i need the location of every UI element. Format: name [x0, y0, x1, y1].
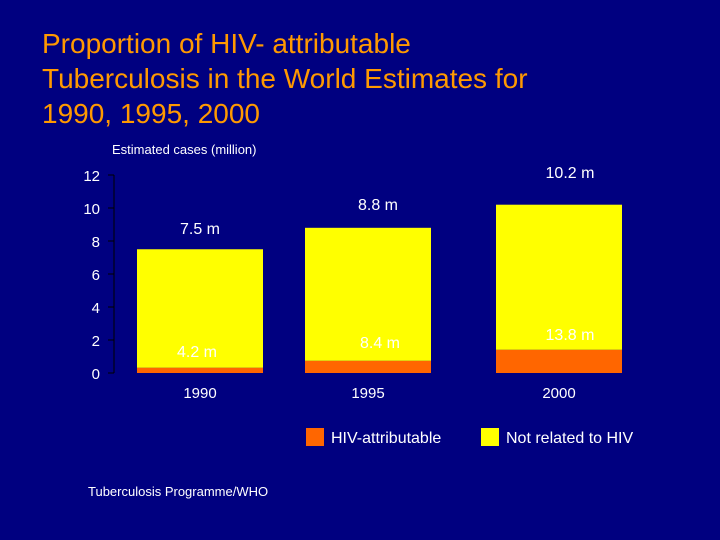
- total-cases-label: 10.2 m: [546, 165, 595, 182]
- legend-swatch-hiv: [306, 428, 324, 446]
- slide-title-line-3: 1990, 1995, 2000: [42, 98, 260, 129]
- bar-hiv-segment: [137, 367, 263, 373]
- y-tick-label: 12: [83, 168, 100, 185]
- x-tick-label: 2000: [542, 385, 575, 402]
- legend-swatch-not-hiv: [481, 428, 499, 446]
- y-tick-label: 10: [83, 201, 100, 218]
- y-tick-label: 4: [92, 300, 100, 317]
- y-tick-label: 8: [92, 234, 100, 251]
- legend-label-hiv: HIV-attributable: [331, 430, 441, 447]
- total-cases-label: 7.5 m: [180, 221, 220, 238]
- hiv-share-label: 8.4 m: [360, 335, 400, 352]
- y-axis-label: Estimated cases (million): [112, 142, 257, 157]
- hiv-share-label: 13.8 m: [546, 327, 595, 344]
- bar-not-hiv-segment: [496, 204, 622, 350]
- y-tick-label: 0: [92, 366, 100, 383]
- x-tick-label: 1990: [183, 385, 216, 402]
- hiv-share-label: 4.2 m: [177, 344, 217, 361]
- total-cases-label: 8.8 m: [358, 197, 398, 214]
- y-tick-label: 2: [92, 333, 100, 350]
- bar-hiv-segment: [496, 349, 622, 373]
- legend-label-not-hiv: Not related to HIV: [506, 430, 634, 447]
- bar-not-hiv-segment: [305, 227, 431, 361]
- source-credit: Tuberculosis Programme/WHO: [88, 484, 269, 499]
- bar-hiv-segment: [305, 360, 431, 373]
- x-tick-label: 1995: [351, 385, 384, 402]
- bar-not-hiv-segment: [137, 249, 263, 368]
- y-tick-label: 6: [92, 267, 100, 284]
- slide-title-line-1: Proportion of HIV- attributable: [42, 28, 411, 59]
- slide-title: Proportion of HIV- attributable Tubercul…: [42, 26, 702, 131]
- slide-title-line-2: Tuberculosis in the World Estimates for: [42, 63, 528, 94]
